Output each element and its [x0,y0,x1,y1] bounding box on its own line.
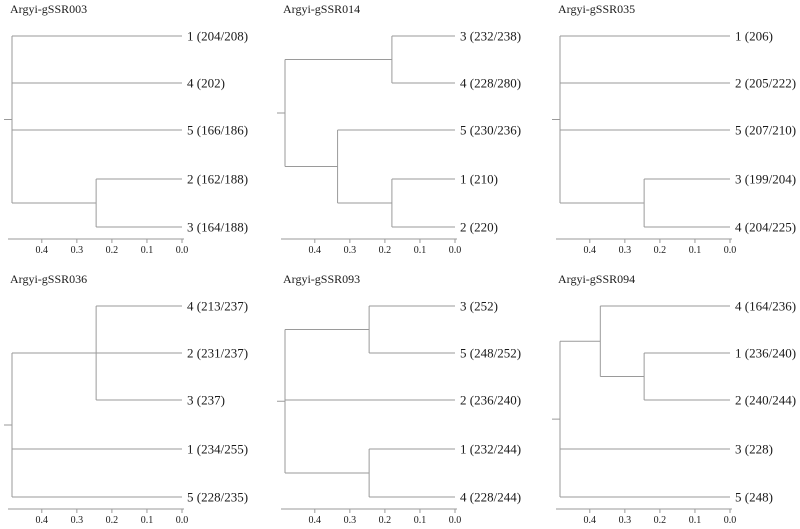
scale-tick-label: 0.4 [36,515,49,526]
scale-tick-label: 0.3 [344,245,357,256]
leaf-label: 4 (228/244) [460,490,521,505]
scale-tick-label: 0.2 [654,245,667,256]
scale-tick-label: 0.0 [449,245,462,256]
leaf-label: 1 (210) [460,172,498,187]
scale-tick-label: 0.3 [71,245,84,256]
leaf-label: 1 (232/244) [460,442,521,457]
dendrogram-panel: Argyi-gSSR003 1 (204/208) 4 (202) 5 (166/18… [4,2,248,256]
scale-tick-label: 0.0 [724,515,737,526]
leaf-label: 3 (228) [735,442,773,457]
panel-title: Argyi-gSSR093 [283,272,360,286]
scale-tick-label: 0.2 [654,515,667,526]
leaf-label: 2 (231/237) [187,346,248,361]
leaf-label: 2 (205/222) [735,76,796,91]
dendrogram-panel: Argyi-gSSR035 1 (206) 2 (205/222) 5 (207/21… [552,2,796,256]
leaf-label: 3 (232/238) [460,29,521,44]
scale-tick-label: 0.4 [584,245,597,256]
scale-tick-label: 0.3 [619,245,632,256]
leaf-label: 4 (213/237) [187,299,248,314]
dendrogram-panel: Argyi-gSSR094 4 (164/236) 1 (236/240) 2 (24… [552,272,796,526]
leaf-label: 5 (228/235) [187,490,248,505]
panel-title: Argyi-gSSR003 [10,2,87,16]
scale-tick-label: 0.2 [106,245,119,256]
scale-tick-label: 0.1 [689,245,702,256]
leaf-label: 2 (240/244) [735,393,796,408]
scale-tick-label: 0.1 [141,245,154,256]
panel-title: Argyi-gSSR035 [558,2,635,16]
scale-tick-label: 0.0 [176,245,189,256]
scale-tick-label: 0.1 [689,515,702,526]
scale-tick-label: 0.4 [309,245,322,256]
scale-tick-label: 0.0 [449,515,462,526]
leaf-label: 3 (252) [460,299,498,314]
leaf-label: 5 (207/210) [735,123,796,138]
leaf-label: 1 (204/208) [187,29,248,44]
panel-title: Argyi-gSSR036 [10,272,87,286]
scale-tick-label: 0.0 [724,245,737,256]
leaf-label: 3 (237) [187,393,225,408]
scale-tick-label: 0.2 [379,515,392,526]
scale-tick-label: 0.1 [414,245,427,256]
leaf-label: 2 (220) [460,220,498,235]
dendrogram-panel: Argyi-gSSR014 3 (232/238) 4 (228/280) 5 (23… [277,2,521,256]
leaf-label: 2 (236/240) [460,393,521,408]
scale-tick-label: 0.3 [619,515,632,526]
scale-tick-label: 0.0 [176,515,189,526]
dendrogram-panel: Argyi-gSSR036 4 (213/237) 2 (231/237) 3 (23… [4,272,248,526]
scale-tick-label: 0.1 [414,515,427,526]
scale-tick-label: 0.4 [36,245,49,256]
scale-tick-label: 0.3 [71,515,84,526]
scale-tick-label: 0.1 [141,515,154,526]
leaf-label: 5 (248) [735,490,773,505]
scale-tick-label: 0.2 [379,245,392,256]
scale-tick-label: 0.4 [584,515,597,526]
leaf-label: 1 (234/255) [187,442,248,457]
leaf-label: 5 (166/186) [187,123,248,138]
dendrogram-panel: Argyi-gSSR093 3 (252) 5 (248/252) 2 (236/24… [277,272,521,526]
scale-tick-label: 0.2 [106,515,119,526]
leaf-label: 4 (164/236) [735,299,796,314]
leaf-label: 5 (248/252) [460,346,521,361]
leaf-label: 3 (164/188) [187,220,248,235]
leaf-label: 2 (162/188) [187,172,248,187]
leaf-label: 4 (228/280) [460,76,521,91]
leaf-label: 3 (199/204) [735,172,796,187]
leaf-label: 4 (202) [187,76,225,91]
scale-tick-label: 0.4 [309,515,322,526]
leaf-label: 1 (236/240) [735,346,796,361]
scale-tick-label: 0.3 [344,515,357,526]
leaf-label: 1 (206) [735,29,773,44]
panel-title: Argyi-gSSR014 [283,2,360,16]
leaf-label: 5 (230/236) [460,123,521,138]
panel-title: Argyi-gSSR094 [558,272,635,286]
leaf-label: 4 (204/225) [735,220,796,235]
